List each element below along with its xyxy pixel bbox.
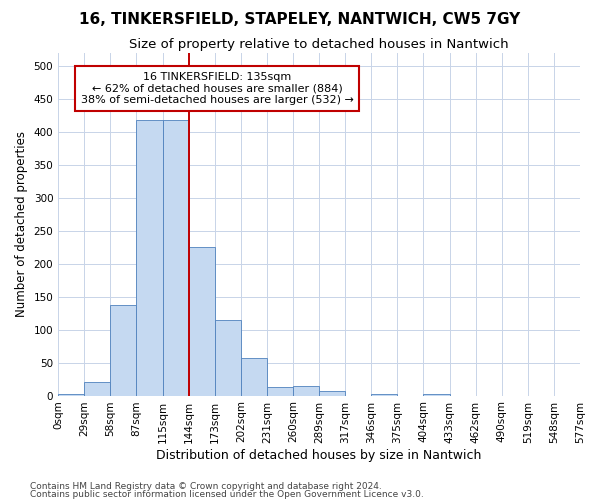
Bar [293, 386, 319, 396]
Bar [371, 394, 397, 396]
Bar [84, 382, 110, 396]
Y-axis label: Number of detached properties: Number of detached properties [15, 132, 28, 318]
Bar [188, 246, 215, 396]
Title: Size of property relative to detached houses in Nantwich: Size of property relative to detached ho… [129, 38, 509, 51]
Bar [110, 304, 136, 396]
X-axis label: Distribution of detached houses by size in Nantwich: Distribution of detached houses by size … [157, 450, 482, 462]
Bar [163, 120, 188, 396]
Text: 16, TINKERSFIELD, STAPELEY, NANTWICH, CW5 7GY: 16, TINKERSFIELD, STAPELEY, NANTWICH, CW… [79, 12, 521, 28]
Bar [215, 320, 241, 396]
Bar [136, 120, 163, 396]
Bar [319, 391, 345, 396]
Text: Contains public sector information licensed under the Open Government Licence v3: Contains public sector information licen… [30, 490, 424, 499]
Bar [267, 387, 293, 396]
Bar [58, 394, 84, 396]
Bar [424, 394, 449, 396]
Bar [241, 358, 267, 396]
Text: 16 TINKERSFIELD: 135sqm
← 62% of detached houses are smaller (884)
38% of semi-d: 16 TINKERSFIELD: 135sqm ← 62% of detache… [81, 72, 354, 105]
Text: Contains HM Land Registry data © Crown copyright and database right 2024.: Contains HM Land Registry data © Crown c… [30, 482, 382, 491]
